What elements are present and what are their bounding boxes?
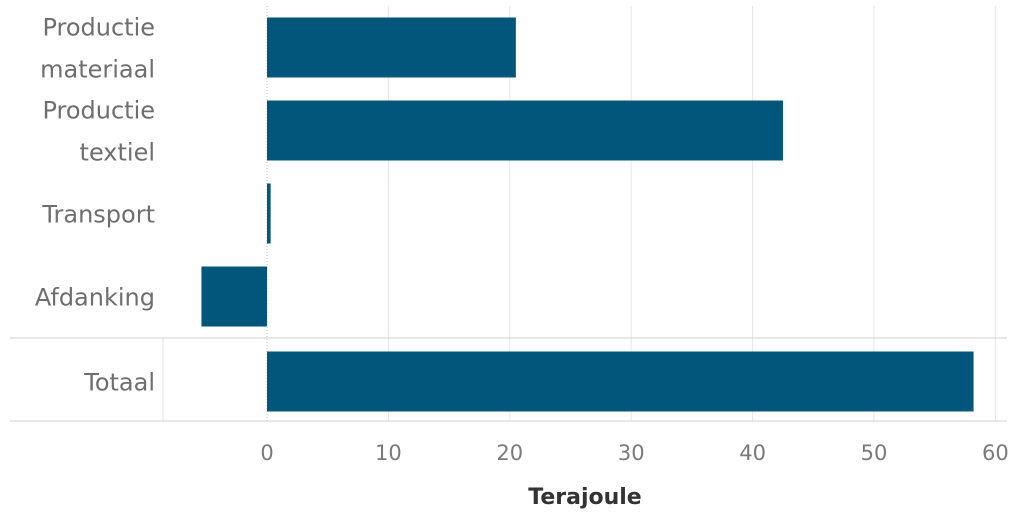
x-tick-label: 30: [618, 441, 645, 465]
bar-productie-textiel: [267, 100, 783, 161]
bars: [201, 17, 974, 412]
x-tick-label: 40: [739, 441, 766, 465]
category-label-line: Productie: [42, 14, 155, 42]
bar-afdanking: [201, 266, 267, 327]
category-label-line: Totaal: [83, 369, 155, 397]
bar-transport: [267, 183, 271, 244]
category-label-line: textiel: [80, 139, 155, 167]
x-tick-label: 0: [260, 441, 273, 465]
category-labels: Productie materiaal Productie textiel Transp…: [35, 14, 155, 397]
x-tick-label: 20: [496, 441, 523, 465]
x-tick-labels: 0 10 20 30 40 50 60: [260, 441, 1008, 465]
x-tick-label: 50: [861, 441, 888, 465]
bar-productie-materiaal: [267, 17, 516, 78]
category-separators: [10, 337, 1007, 422]
category-label: Afdanking: [35, 284, 155, 312]
category-label-line: Productie: [42, 97, 155, 125]
x-axis-title: Terajoule: [528, 485, 641, 510]
category-label-line: Transport: [41, 201, 155, 229]
x-tick-label: 10: [375, 441, 402, 465]
bar-totaal: [267, 351, 974, 412]
category-label: Transport: [41, 201, 155, 229]
category-label-line: Afdanking: [35, 284, 155, 312]
category-label: Productie textiel: [42, 97, 155, 167]
category-label: Productie materiaal: [40, 14, 155, 84]
category-label-line: materiaal: [40, 56, 155, 84]
category-label: Totaal: [83, 369, 155, 397]
x-tick-label: 60: [982, 441, 1009, 465]
